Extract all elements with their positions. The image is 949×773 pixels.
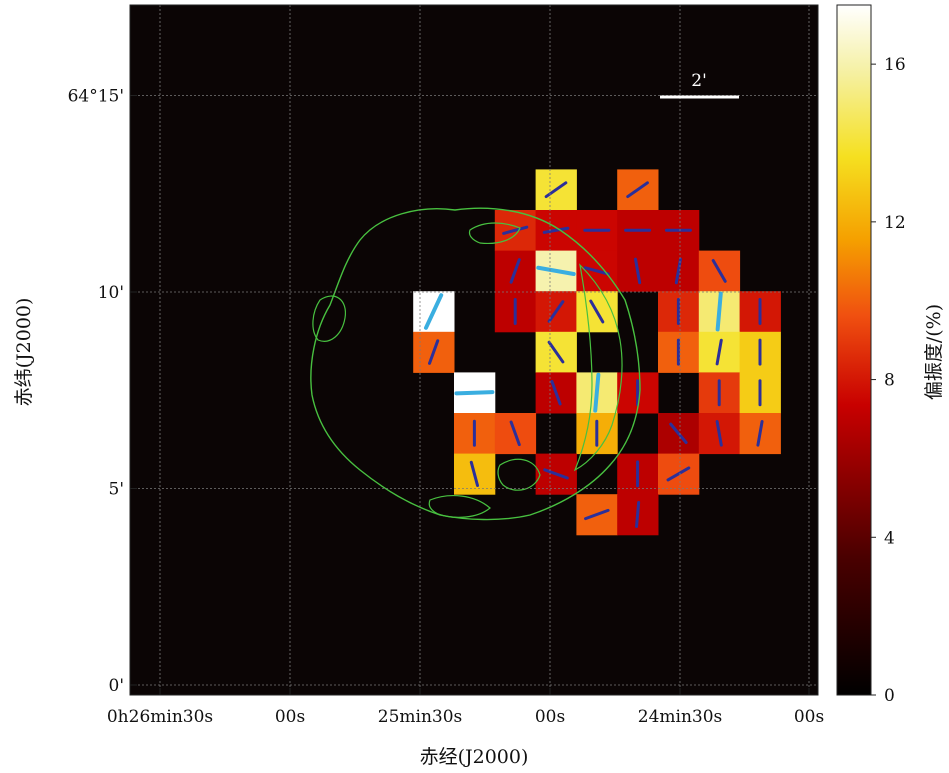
scale-bar: 2' bbox=[660, 71, 739, 99]
plot-frame bbox=[129, 4, 819, 696]
polarization-vector bbox=[542, 226, 570, 234]
colorbar-tick-label: 16 bbox=[884, 55, 906, 75]
colorbar-tick-label: 0 bbox=[884, 686, 895, 706]
polarization-vector bbox=[536, 265, 576, 277]
polarization-vector bbox=[635, 501, 641, 528]
colorbar-tick-label: 8 bbox=[884, 371, 895, 391]
colorbar: 0 4 8 12 16 偏振度/(%) bbox=[836, 4, 945, 706]
scale-bar-label: 2' bbox=[691, 71, 707, 91]
polarization-vector bbox=[666, 466, 691, 482]
radio-contour bbox=[468, 222, 521, 245]
polarization-vector bbox=[711, 259, 727, 283]
radio-contour bbox=[310, 207, 641, 521]
polarization-vector bbox=[544, 181, 568, 199]
polarization-vector bbox=[756, 419, 764, 447]
x-tick-label: 25min30s bbox=[378, 707, 463, 727]
pixel-layer bbox=[413, 169, 781, 536]
contour-layer bbox=[310, 207, 641, 521]
y-tick-label: 0' bbox=[109, 676, 125, 696]
colorbar-label: 偏振度/(%) bbox=[923, 304, 945, 400]
polarization-vector bbox=[547, 300, 565, 323]
polarization-vector bbox=[715, 419, 723, 447]
polarization-vector bbox=[502, 225, 529, 235]
polarization-vector bbox=[550, 379, 562, 406]
polarization-vector bbox=[593, 372, 601, 413]
polarization-vector bbox=[626, 181, 649, 199]
colorbar-fill bbox=[836, 4, 872, 696]
x-tick-label: 00s bbox=[794, 707, 824, 727]
polarization-vector bbox=[669, 422, 688, 444]
radio-contour bbox=[428, 495, 491, 518]
polarization-vector bbox=[547, 340, 565, 364]
tick-layer: 0h26min30s 00s 25min30s 00s 24min30s 00s 0' 5' 1… bbox=[68, 87, 825, 728]
x-axis-title: 赤经(J2000) bbox=[420, 746, 529, 768]
polarization-vector bbox=[715, 338, 723, 366]
polarization-vector bbox=[509, 258, 521, 284]
colorbar-tick-label: 12 bbox=[884, 213, 906, 233]
polarization-vector bbox=[469, 460, 480, 487]
polarization-vector bbox=[543, 468, 569, 480]
x-tick-label: 24min30s bbox=[638, 707, 723, 727]
x-tick-label: 00s bbox=[535, 707, 565, 727]
y-tick-label: 64°15' bbox=[68, 87, 124, 107]
colorbar-ticks: 0 4 8 12 16 bbox=[871, 55, 906, 706]
y-axis-title: 赤纬(J2000) bbox=[13, 298, 35, 407]
polarization-vector bbox=[634, 257, 642, 285]
radio-contour bbox=[573, 263, 623, 472]
radio-contour bbox=[497, 458, 541, 491]
x-tick-label: 00s bbox=[275, 707, 305, 727]
polarization-vector bbox=[584, 508, 610, 521]
x-tick-label: 0h26min30s bbox=[107, 707, 213, 727]
polarization-vector bbox=[589, 299, 605, 324]
polarization-vector bbox=[715, 291, 723, 332]
y-tick-label: 5' bbox=[109, 480, 125, 500]
polarization-vector bbox=[427, 339, 440, 365]
radio-contour bbox=[312, 295, 347, 342]
polarization-vector bbox=[423, 293, 444, 330]
colorbar-tick-label: 4 bbox=[884, 528, 895, 548]
polarization-vector bbox=[674, 257, 682, 285]
polarization-vector bbox=[454, 390, 495, 396]
polarization-vector bbox=[583, 266, 610, 276]
y-tick-label: 10' bbox=[98, 283, 124, 303]
polarization-vector bbox=[509, 420, 521, 447]
